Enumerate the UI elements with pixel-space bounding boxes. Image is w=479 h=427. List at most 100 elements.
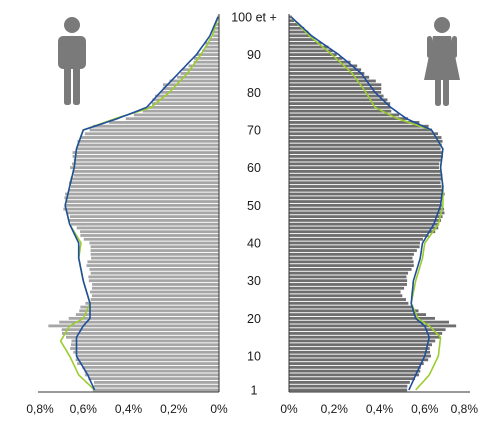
female-bar <box>289 151 442 154</box>
female-bar <box>289 317 435 320</box>
x-tick-left-1: 0,6% <box>70 402 98 416</box>
male-bar <box>213 34 219 37</box>
male-bar <box>169 80 219 83</box>
female-bar <box>289 227 438 230</box>
male-bar <box>80 136 219 139</box>
age-tick-label: 40 <box>247 237 261 251</box>
age-tick-label: 10 <box>247 350 261 364</box>
x-tick-right-1: 0,2% <box>321 402 349 416</box>
female-bar <box>289 125 429 128</box>
male-bar <box>143 110 219 113</box>
x-tick-left-0: 0,8% <box>26 402 54 416</box>
male-bar <box>89 279 219 282</box>
male-bar <box>67 200 219 203</box>
male-bar <box>70 166 219 169</box>
female-bar <box>289 268 412 271</box>
female-bar <box>289 291 401 294</box>
male-bar <box>85 302 219 305</box>
male-person-icon <box>58 17 86 105</box>
x-tick-left-4: 0% <box>210 402 228 416</box>
female-person-icon <box>424 17 460 106</box>
male-bar <box>94 385 219 388</box>
female-bar <box>289 211 444 214</box>
male-bar <box>48 324 219 327</box>
male-bar <box>77 140 219 143</box>
female-bar <box>289 336 440 339</box>
male-bar <box>69 219 219 222</box>
male-bar <box>89 268 219 271</box>
female-bar <box>289 347 430 350</box>
male-bar <box>134 113 219 116</box>
age-tick-label: 70 <box>247 124 261 138</box>
female-bar <box>289 340 435 343</box>
male-bar <box>80 234 219 237</box>
female-bar <box>289 373 419 376</box>
male-bar <box>73 351 219 354</box>
female-bar <box>289 170 441 173</box>
age-tick-label: 30 <box>247 274 261 288</box>
x-axis-labels-left: 0,8% 0,6% 0,4% 0,2% 0% <box>26 402 228 416</box>
female-bar <box>289 351 430 354</box>
x-tick-right-3: 0,6% <box>411 402 439 416</box>
female-bar <box>289 121 419 124</box>
female-bar <box>289 155 443 158</box>
female-bar <box>289 166 439 169</box>
female-bar <box>289 110 391 113</box>
male-bar <box>65 193 219 196</box>
female-bar <box>289 253 414 256</box>
female-bar <box>289 245 420 248</box>
male-bar <box>90 291 219 294</box>
x-tick-right-2: 0,4% <box>366 402 394 416</box>
male-bar <box>163 83 219 86</box>
male-bar <box>71 340 219 343</box>
male-bar <box>84 238 219 241</box>
female-bar <box>289 140 443 143</box>
female-bar <box>289 302 408 305</box>
male-bar <box>70 178 219 181</box>
x-axis-labels-right: 0% 0,2% 0,4% 0,6% 0,8% <box>280 402 478 416</box>
female-bar <box>289 181 441 184</box>
female-bar <box>289 178 442 181</box>
female-bar <box>289 249 417 252</box>
male-bar <box>63 208 219 211</box>
age-tick-label: 80 <box>247 86 261 100</box>
female-bar <box>289 162 439 165</box>
female-bar <box>289 76 369 79</box>
male-bar <box>73 151 219 154</box>
male-bar <box>109 121 219 124</box>
female-bar <box>289 147 441 150</box>
male-bar <box>92 294 219 297</box>
age-tick-label: 90 <box>247 48 261 62</box>
female-bar <box>289 189 444 192</box>
male-bar <box>62 332 219 335</box>
male-bar <box>82 366 219 369</box>
male-bar <box>87 260 219 263</box>
female-bar <box>289 294 402 297</box>
male-bar <box>71 185 219 188</box>
female-bar <box>289 230 435 233</box>
male-bar <box>148 106 219 109</box>
male-bar <box>205 46 219 49</box>
female-bar <box>289 196 443 199</box>
female-bar <box>289 87 381 90</box>
male-bar <box>80 306 219 309</box>
female-bar <box>289 113 399 116</box>
female-bar <box>289 343 432 346</box>
male-bar <box>92 283 219 286</box>
male-bar <box>77 227 219 230</box>
female-bar <box>289 362 424 365</box>
male-bar <box>91 298 219 301</box>
male-bar <box>85 370 219 373</box>
male-bar <box>79 309 219 312</box>
female-bar <box>289 377 415 380</box>
female-bar <box>289 83 381 86</box>
female-bar <box>289 132 438 135</box>
male-bar <box>62 328 219 331</box>
female-bar <box>289 234 429 237</box>
female-bar <box>289 306 414 309</box>
male-bar <box>77 362 219 365</box>
male-bar <box>73 155 219 158</box>
male-bar <box>91 245 219 248</box>
male-bar <box>70 347 219 350</box>
